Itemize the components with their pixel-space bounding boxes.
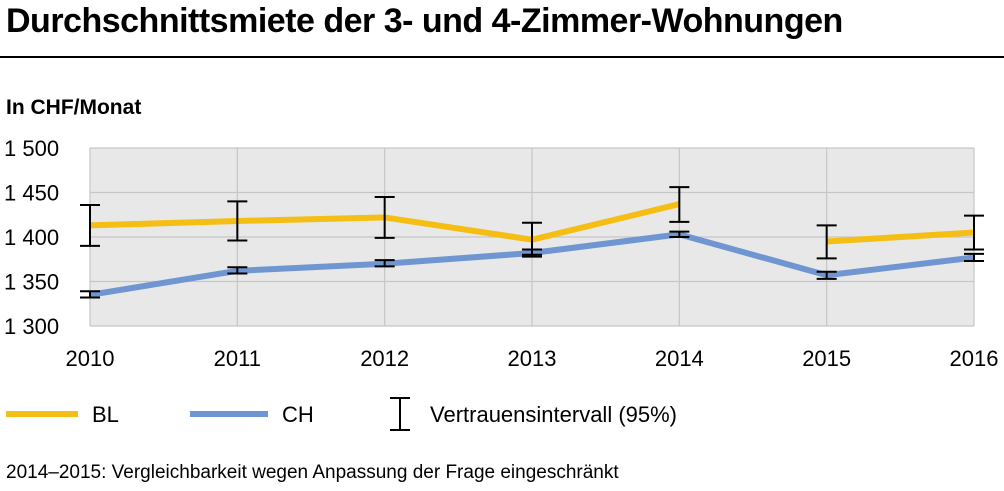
x-tick-label: 2013 (508, 346, 557, 371)
y-axis-ticks: 1 300 1 350 1 400 1 450 1 500 (4, 136, 59, 339)
x-tick-label: 2012 (360, 346, 409, 371)
x-axis-ticks: 2010 2011 2012 2013 2014 2015 2016 (66, 346, 999, 371)
x-tick-label: 2014 (655, 346, 704, 371)
y-axis-unit-label: In CHF/Monat (6, 96, 142, 119)
error-bar-bl (80, 203, 100, 247)
error-bar-bl (669, 186, 690, 223)
error-bar-bl (816, 224, 837, 260)
title-divider (0, 56, 1004, 58)
y-tick-label: 1 350 (4, 270, 59, 295)
error-bar-bl (227, 200, 248, 242)
error-bar-ch (80, 290, 100, 299)
x-tick-label: 2010 (66, 346, 115, 371)
error-bar-bl (964, 214, 984, 251)
error-bars (80, 186, 984, 299)
error-bar-ch (816, 270, 837, 280)
y-tick-label: 1 500 (4, 136, 59, 161)
error-bar-ch (374, 259, 395, 268)
y-tick-label: 1 400 (4, 225, 59, 250)
error-bar-ch (964, 252, 984, 263)
legend: BL CH Vertrauensintervall (95%) (6, 397, 677, 431)
footnote: 2014–2015: Vergleichbarkeit wegen Anpass… (6, 462, 619, 483)
x-tick-label: 2015 (802, 346, 851, 371)
x-tick-label: 2011 (214, 346, 261, 371)
error-bar-bl (374, 195, 395, 239)
x-tick-label: 2016 (950, 346, 999, 371)
error-bar-ch (669, 230, 690, 238)
chart-title: Durchschnittsmiete der 3- und 4-Zimmer-W… (6, 2, 843, 40)
legend-error-bar-icon (390, 397, 410, 431)
legend-label-ch: CH (282, 402, 314, 427)
legend-label-confidence-interval: Vertrauensintervall (95%) (430, 402, 677, 427)
error-bar-ch (522, 248, 542, 258)
y-tick-label: 1 450 (4, 181, 59, 206)
legend-label-bl: BL (92, 402, 119, 427)
y-tick-label: 1 300 (4, 314, 59, 339)
series-line-bl (826, 229, 975, 245)
error-bar-ch (227, 266, 248, 275)
